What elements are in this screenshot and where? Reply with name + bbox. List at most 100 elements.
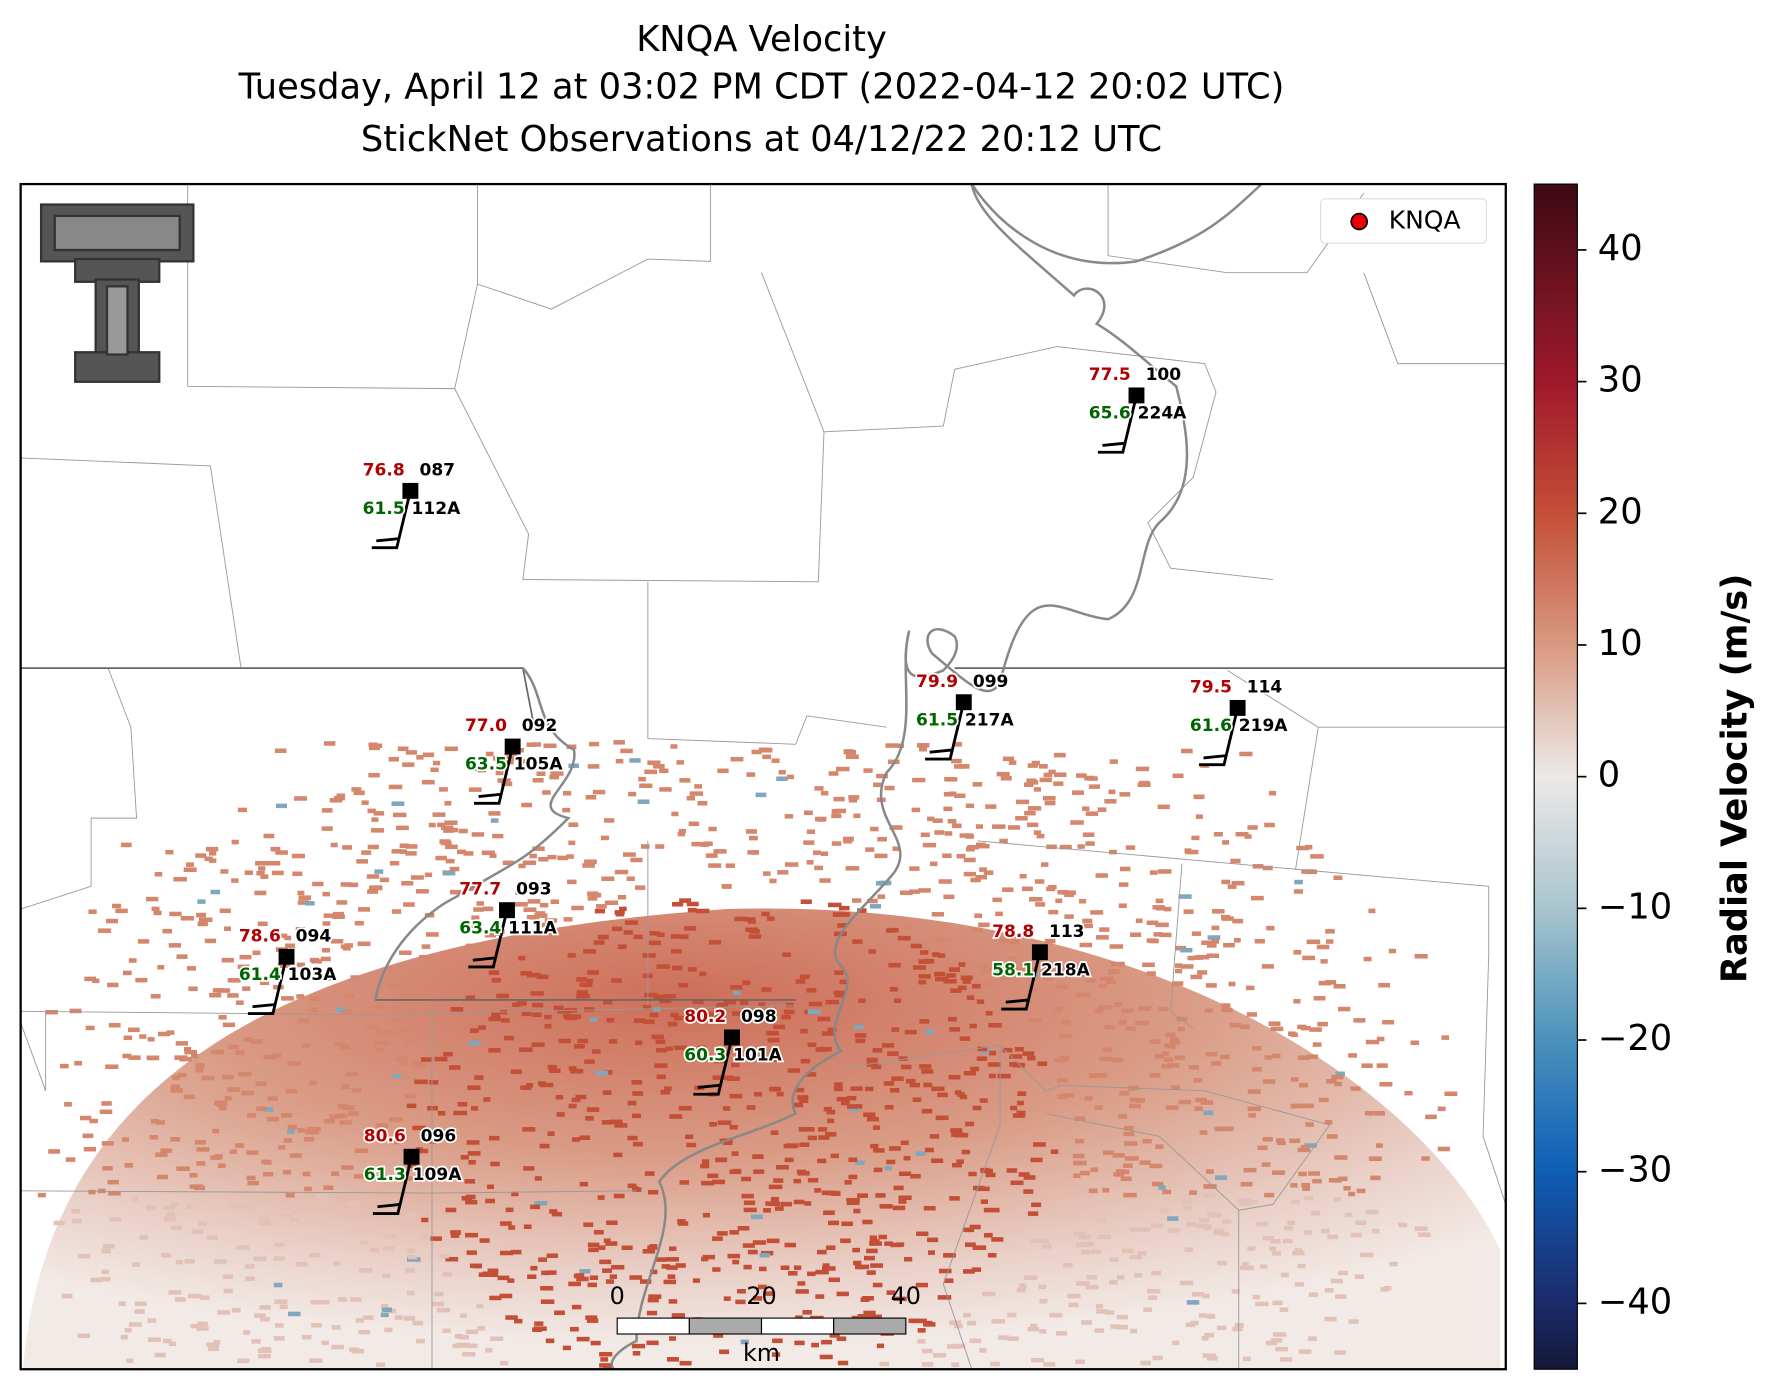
speckle bbox=[383, 1233, 397, 1239]
speckle bbox=[53, 1220, 65, 1226]
speckle bbox=[1080, 972, 1093, 978]
speckle bbox=[1410, 1040, 1420, 1046]
speckle bbox=[391, 1018, 403, 1024]
speckle bbox=[1444, 1091, 1458, 1097]
speckle bbox=[337, 1113, 348, 1119]
speckle bbox=[774, 1206, 784, 1211]
speckle bbox=[350, 1297, 362, 1302]
speckle bbox=[606, 1018, 615, 1023]
speckle bbox=[384, 966, 392, 972]
speckle bbox=[1256, 1221, 1268, 1227]
speckle bbox=[183, 1094, 196, 1100]
speckle bbox=[122, 1137, 129, 1142]
speckle bbox=[921, 1069, 934, 1074]
speckle bbox=[531, 1042, 545, 1047]
speckle bbox=[931, 912, 945, 917]
speckle bbox=[970, 1066, 980, 1072]
speckle bbox=[567, 879, 577, 885]
speckle bbox=[1016, 799, 1030, 805]
speckle bbox=[307, 1126, 321, 1132]
speckle bbox=[821, 1266, 836, 1271]
speckle bbox=[793, 1265, 802, 1271]
speckle bbox=[308, 1252, 320, 1258]
speckle bbox=[1221, 879, 1231, 885]
speckle bbox=[878, 1234, 888, 1240]
speckle bbox=[1103, 1150, 1114, 1155]
speckle bbox=[530, 1265, 538, 1271]
speckle bbox=[1302, 955, 1315, 961]
speckle bbox=[421, 1217, 429, 1223]
speckle bbox=[795, 979, 806, 984]
speckle bbox=[189, 1172, 198, 1178]
speckle bbox=[1290, 1183, 1298, 1188]
speckle bbox=[1109, 1279, 1118, 1285]
speckle bbox=[126, 1358, 134, 1364]
wind-barb bbox=[1001, 951, 1042, 1011]
speckle bbox=[590, 1340, 601, 1346]
speckle bbox=[127, 1027, 140, 1033]
speckle bbox=[176, 1166, 190, 1171]
speckle bbox=[1244, 834, 1252, 839]
speckle bbox=[373, 1129, 387, 1135]
speckle bbox=[416, 1062, 428, 1068]
speckle bbox=[278, 1145, 286, 1150]
speckle bbox=[566, 854, 574, 859]
speckle bbox=[101, 1101, 112, 1106]
speckle bbox=[1121, 1008, 1134, 1014]
speckle bbox=[1119, 1169, 1130, 1175]
speckle bbox=[529, 853, 537, 859]
scale-segment bbox=[833, 1317, 907, 1335]
speckle bbox=[510, 1069, 522, 1074]
speckle bbox=[464, 1343, 478, 1349]
speckle bbox=[518, 863, 526, 869]
speckle bbox=[1161, 1051, 1169, 1056]
speckle bbox=[535, 911, 546, 916]
speckle bbox=[384, 1327, 393, 1333]
speckle bbox=[855, 1038, 866, 1044]
speckle bbox=[311, 1323, 322, 1328]
speckle bbox=[627, 1135, 638, 1141]
speckle bbox=[61, 1293, 73, 1299]
speckle bbox=[869, 904, 882, 909]
speckle bbox=[153, 910, 162, 916]
speckle bbox=[1328, 1178, 1342, 1183]
speckle bbox=[1034, 879, 1045, 884]
speckle bbox=[399, 843, 410, 849]
speckle bbox=[739, 1000, 749, 1006]
speckle bbox=[154, 1352, 166, 1358]
speckle bbox=[1094, 1008, 1104, 1014]
speckle bbox=[1057, 1077, 1068, 1083]
speckle bbox=[865, 847, 875, 852]
speckle bbox=[562, 790, 572, 796]
speckle bbox=[168, 1290, 182, 1295]
speckle bbox=[997, 1073, 1011, 1079]
speckle bbox=[440, 825, 454, 831]
speckle bbox=[834, 992, 845, 998]
speckle bbox=[538, 1257, 548, 1262]
speckle bbox=[550, 899, 559, 905]
speckle bbox=[826, 1190, 840, 1196]
speckle bbox=[538, 857, 549, 862]
speckle bbox=[1146, 1288, 1161, 1294]
speckle bbox=[421, 944, 431, 949]
speckle bbox=[846, 1197, 860, 1203]
speckle bbox=[399, 1061, 408, 1066]
scale-unit: km bbox=[743, 1339, 780, 1367]
speckle bbox=[864, 1255, 875, 1261]
speckle bbox=[399, 950, 412, 956]
speckle bbox=[820, 790, 829, 796]
speckle bbox=[889, 825, 903, 830]
speckle bbox=[1022, 1051, 1035, 1056]
speckle bbox=[1098, 1005, 1112, 1010]
speckle bbox=[458, 1334, 469, 1340]
colorbar-label: Radial Velocity (m/s) bbox=[1714, 574, 1755, 983]
speckle bbox=[989, 1050, 997, 1056]
speckle bbox=[1029, 897, 1043, 902]
speckle bbox=[166, 1212, 175, 1217]
speckle bbox=[396, 825, 409, 831]
speckle bbox=[1297, 1263, 1306, 1269]
speckle bbox=[866, 1057, 878, 1063]
speckle bbox=[1203, 1184, 1217, 1189]
speckle bbox=[1194, 1106, 1203, 1111]
speckle bbox=[844, 1180, 852, 1185]
